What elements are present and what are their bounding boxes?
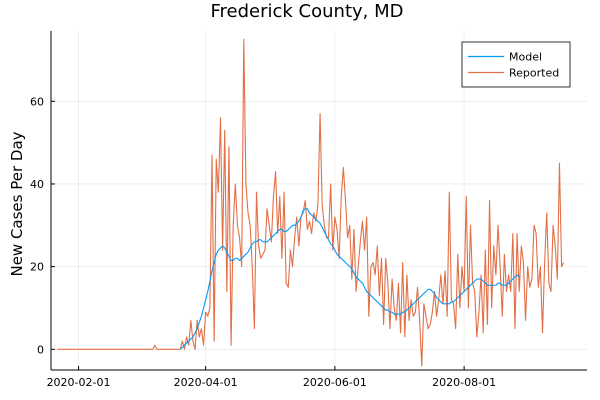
y-tick-label: 20 [30,261,44,274]
y-axis-label: New Cases Per Day [8,131,26,276]
series-line-model [179,208,520,350]
x-tick-label: 2020-08-01 [432,376,496,389]
y-tick-label: 40 [30,178,44,191]
legend: Model Reported [461,41,571,88]
x-tick-label: 2020-06-01 [303,376,367,389]
x-tick-label: 2020-04-01 [174,376,238,389]
legend-box [461,41,571,88]
chart-title: Frederick County, MD [210,1,403,22]
legend-label-model: Model [509,51,542,64]
y-tick-label: 60 [30,95,44,108]
series-lines [57,38,565,367]
axis-frame [50,31,587,371]
legend-label-reported: Reported [509,67,559,80]
y-tick-label: 0 [37,343,44,356]
series-line-reported [57,38,565,367]
x-tick-label: 2020-02-01 [47,376,111,389]
axis-ticks: 2020-02-01 2020-04-01 2020-06-01 2020-08-01… [30,95,496,389]
